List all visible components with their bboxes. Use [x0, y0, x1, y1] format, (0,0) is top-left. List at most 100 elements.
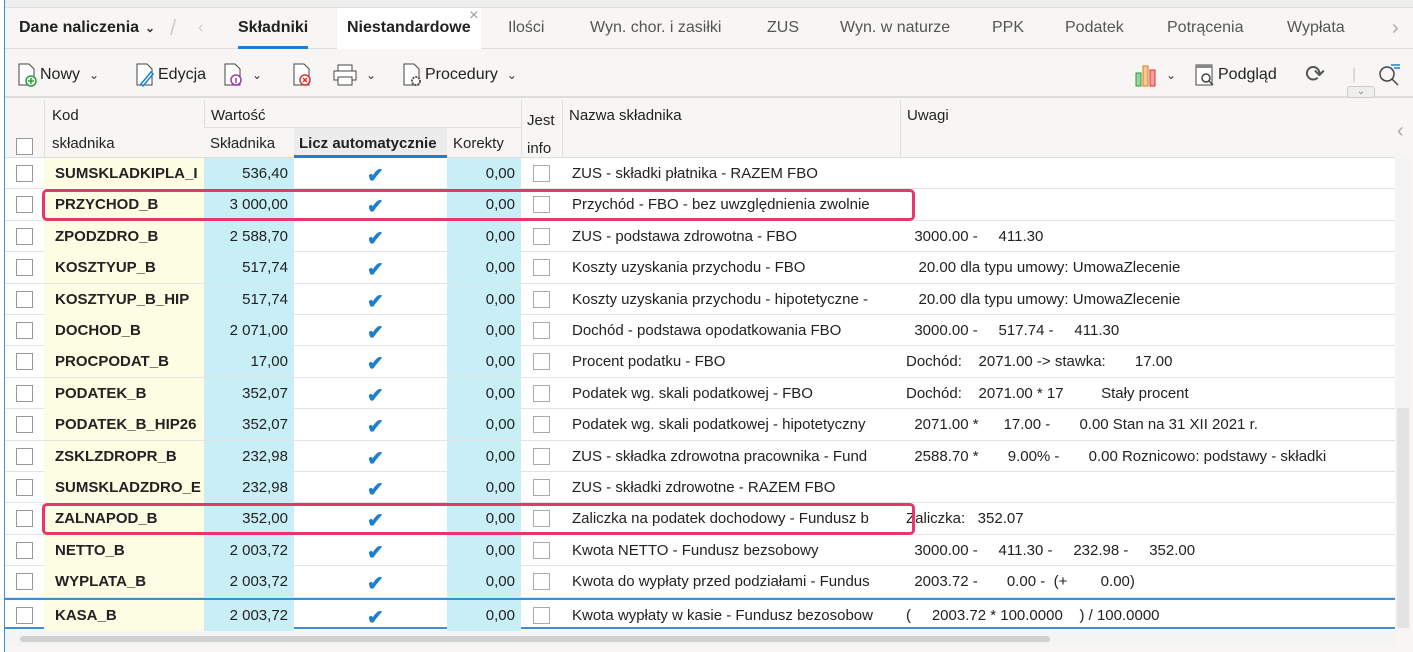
- checkmark-icon[interactable]: ✔: [367, 255, 384, 283]
- chevron-down-icon[interactable]: ⌄: [252, 63, 262, 87]
- horizontal-scroll-thumb[interactable]: [20, 636, 1050, 642]
- chevron-down-icon[interactable]: ⌄: [507, 63, 517, 87]
- chevron-down-icon[interactable]: ⌄: [1166, 63, 1176, 87]
- tab-ilosci[interactable]: Ilości: [508, 8, 544, 49]
- select-all-checkbox[interactable]: [16, 138, 33, 155]
- cell-licz-automatycznie[interactable]: ✔: [294, 158, 447, 189]
- procedures-button[interactable]: Procedury⌄: [402, 62, 517, 88]
- jest-info-checkbox[interactable]: [533, 291, 550, 308]
- jest-info-checkbox[interactable]: [533, 479, 550, 496]
- jest-info-checkbox[interactable]: [533, 542, 550, 559]
- delete-button[interactable]: [292, 62, 312, 88]
- tabs-scroll-left-icon[interactable]: ‹: [198, 8, 203, 49]
- edit-button[interactable]: Edycja: [135, 62, 206, 88]
- checkmark-icon[interactable]: ✔: [367, 318, 384, 346]
- table-row[interactable]: PRZYCHOD_B 3 000,00 ✔ 0,00 Przychód - FB…: [5, 189, 1395, 220]
- checkmark-icon[interactable]: ✔: [367, 475, 384, 503]
- checkmark-icon[interactable]: ✔: [367, 224, 384, 252]
- table-row[interactable]: PODATEK_B 352,07 ✔ 0,00 Podatek wg. skal…: [5, 378, 1395, 409]
- jest-info-checkbox[interactable]: [533, 573, 550, 590]
- cell-korekty[interactable]: 0,00: [447, 409, 521, 440]
- vertical-scrollbar[interactable]: [1395, 158, 1411, 630]
- tab-potracenia[interactable]: Potrącenia: [1167, 8, 1244, 49]
- cell-wartosc[interactable]: 2 588,70: [204, 221, 294, 252]
- close-tab-icon[interactable]: ×: [469, 0, 478, 36]
- jest-info-checkbox[interactable]: [533, 322, 550, 339]
- jest-info-checkbox[interactable]: [533, 448, 550, 465]
- jest-info-checkbox[interactable]: [533, 228, 550, 245]
- col-skladnika-header[interactable]: Składnika: [210, 135, 275, 152]
- chart-button[interactable]: ⌄: [1135, 62, 1176, 88]
- checkmark-icon[interactable]: ✔: [367, 349, 384, 377]
- cell-wartosc[interactable]: 2 003,72: [204, 566, 294, 597]
- col-kod-header[interactable]: Kod: [52, 107, 79, 124]
- dane-naliczenia-dropdown[interactable]: Dane naliczenia⌄: [19, 8, 155, 49]
- table-row[interactable]: KOSZTYUP_B_HIP 517,74 ✔ 0,00 Koszty uzys…: [5, 284, 1395, 315]
- search-filter-icon[interactable]: [1377, 62, 1401, 88]
- row-checkbox[interactable]: [16, 228, 33, 245]
- cell-licz-automatycznie[interactable]: ✔: [294, 346, 447, 377]
- row-checkbox[interactable]: [16, 573, 33, 590]
- table-row[interactable]: KOSZTYUP_B 517,74 ✔ 0,00 Koszty uzyskani…: [5, 252, 1395, 283]
- row-checkbox[interactable]: [16, 322, 33, 339]
- jest-info-checkbox[interactable]: [533, 607, 550, 624]
- cell-licz-automatycznie[interactable]: ✔: [294, 315, 447, 346]
- row-checkbox[interactable]: [16, 510, 33, 527]
- table-row[interactable]: PODATEK_B_HIP26 352,07 ✔ 0,00 Podatek wg…: [5, 409, 1395, 440]
- tab-wyplata[interactable]: Wypłata: [1287, 8, 1345, 49]
- cell-licz-automatycznie[interactable]: ✔: [294, 252, 447, 283]
- row-checkbox[interactable]: [16, 385, 33, 402]
- row-checkbox[interactable]: [16, 259, 33, 276]
- table-row[interactable]: WYPLATA_B 2 003,72 ✔ 0,00 Kwota do wypła…: [5, 566, 1395, 597]
- cell-korekty[interactable]: 0,00: [447, 252, 521, 283]
- cell-licz-automatycznie[interactable]: ✔: [294, 221, 447, 252]
- cell-wartosc[interactable]: 232,98: [204, 441, 294, 472]
- cell-korekty[interactable]: 0,00: [447, 472, 521, 503]
- cell-korekty[interactable]: 0,00: [447, 284, 521, 315]
- row-checkbox[interactable]: [16, 448, 33, 465]
- row-checkbox[interactable]: [16, 416, 33, 433]
- vertical-scroll-thumb[interactable]: [1397, 408, 1409, 628]
- row-checkbox[interactable]: [16, 196, 33, 213]
- row-checkbox[interactable]: [16, 353, 33, 370]
- tab-niestandardowe[interactable]: Niestandardowe×: [337, 8, 481, 49]
- cell-korekty[interactable]: 0,00: [447, 441, 521, 472]
- row-checkbox[interactable]: [16, 542, 33, 559]
- table-row[interactable]: DOCHOD_B 2 071,00 ✔ 0,00 Dochód - podsta…: [5, 315, 1395, 346]
- cell-korekty[interactable]: 0,00: [447, 566, 521, 597]
- checkmark-icon[interactable]: ✔: [367, 444, 384, 472]
- tab-wyn-chor[interactable]: Wyn. chor. i zasiłki: [590, 8, 721, 49]
- checkmark-icon[interactable]: ✔: [367, 603, 384, 631]
- info-button[interactable]: ⌄: [223, 62, 262, 88]
- table-row[interactable]: KASA_B 2 003,72 ✔ 0,00 Kwota wypłaty w k…: [5, 598, 1395, 629]
- cell-wartosc[interactable]: 2 003,72: [204, 535, 294, 566]
- cell-licz-automatycznie[interactable]: ✔: [294, 284, 447, 315]
- preview-button[interactable]: Podgląd: [1195, 62, 1277, 88]
- chevron-down-icon[interactable]: ⌄: [366, 63, 376, 87]
- cell-licz-automatycznie[interactable]: ✔: [294, 535, 447, 566]
- chevron-down-icon[interactable]: ⌄: [89, 63, 99, 87]
- jest-info-checkbox[interactable]: [533, 353, 550, 370]
- tab-wyn-w-naturze[interactable]: Wyn. w naturze: [840, 8, 950, 49]
- tab-skladniki[interactable]: Składniki: [238, 8, 308, 49]
- cell-korekty[interactable]: 0,00: [447, 221, 521, 252]
- cell-licz-automatycznie[interactable]: ✔: [294, 600, 447, 631]
- table-row[interactable]: ZPODZDRO_B 2 588,70 ✔ 0,00 ZUS - podstaw…: [5, 221, 1395, 252]
- cell-wartosc[interactable]: 17,00: [204, 346, 294, 377]
- cell-wartosc[interactable]: 2 071,00: [204, 315, 294, 346]
- cell-wartosc[interactable]: 517,74: [204, 284, 294, 315]
- cell-licz-automatycznie[interactable]: ✔: [294, 566, 447, 597]
- checkmark-icon[interactable]: ✔: [367, 161, 384, 189]
- horizontal-scrollbar[interactable]: [5, 632, 1395, 646]
- jest-info-checkbox[interactable]: [533, 385, 550, 402]
- row-checkbox[interactable]: [16, 607, 33, 624]
- jest-info-checkbox[interactable]: [533, 165, 550, 182]
- cell-licz-automatycznie[interactable]: ✔: [294, 441, 447, 472]
- col-uwagi-header[interactable]: Uwagi: [900, 100, 1395, 158]
- row-checkbox[interactable]: [16, 291, 33, 308]
- cell-korekty[interactable]: 0,00: [447, 158, 521, 189]
- checkmark-icon[interactable]: ✔: [367, 287, 384, 315]
- col-korekty-header[interactable]: Korekty: [453, 135, 504, 152]
- cell-licz-automatycznie[interactable]: ✔: [294, 472, 447, 503]
- col-nazwa-header[interactable]: Nazwa składnika: [562, 100, 900, 158]
